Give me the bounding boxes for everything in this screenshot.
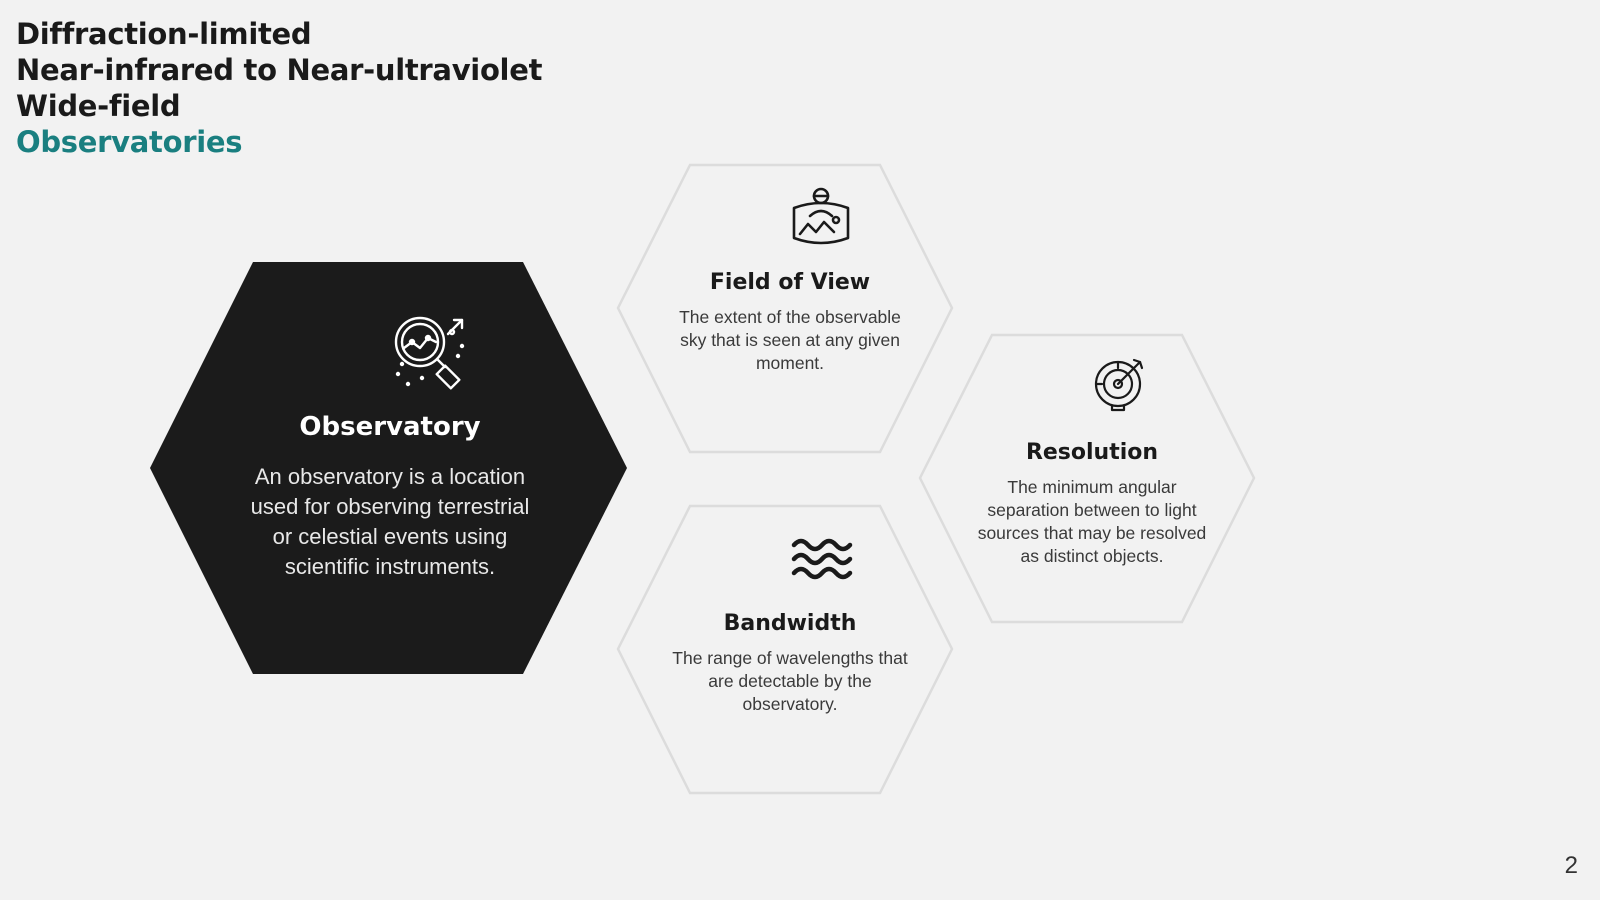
resolution-description: The minimum angular separation between t… xyxy=(977,477,1207,566)
title-accent: Observatories xyxy=(16,125,243,159)
bandwidth-description: The range of wavelengths that are detect… xyxy=(672,648,908,714)
hexagon-outline xyxy=(616,163,954,454)
title-line-2: Near-infrared to Near-ultraviolet xyxy=(16,53,543,87)
hexagon-shape xyxy=(150,262,627,674)
title-line-3: Wide-field xyxy=(16,89,181,123)
hexagon-outline xyxy=(616,504,954,795)
resolution-heading: Resolution xyxy=(1025,440,1159,465)
slide-title: Diffraction-limited Near-infrared to Nea… xyxy=(16,16,542,160)
hexagon-outline xyxy=(918,333,1256,624)
observatory-hexagon: Observatory An observatory is a location… xyxy=(150,262,630,678)
field-of-view-hexagon: Field of View The extent of the observab… xyxy=(616,163,960,456)
page-number: 2 xyxy=(1564,852,1578,879)
resolution-hexagon: Resolution The minimum angular separatio… xyxy=(918,333,1262,626)
title-line-1: Diffraction-limited xyxy=(16,17,312,51)
bandwidth-hexagon: Bandwidth The range of wavelengths that … xyxy=(616,504,960,797)
field-of-view-heading: Field of View xyxy=(709,270,871,295)
observatory-description: An observatory is a location used for ob… xyxy=(250,464,530,579)
bandwidth-heading: Bandwidth xyxy=(723,611,857,636)
observatory-heading: Observatory xyxy=(299,412,481,442)
field-of-view-description: The extent of the observable sky that is… xyxy=(679,307,901,373)
